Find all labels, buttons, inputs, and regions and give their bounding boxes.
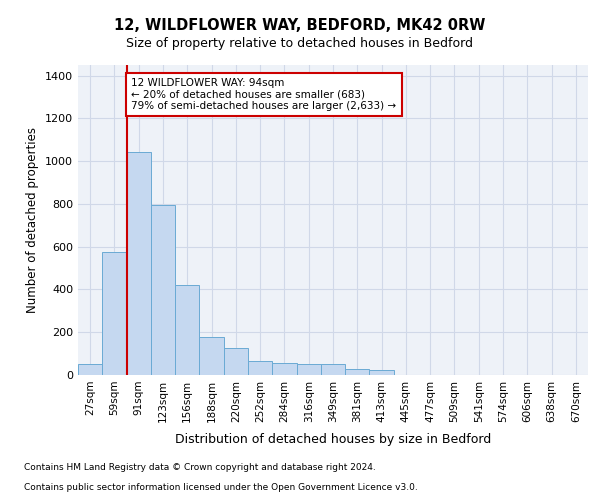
Bar	[321, 364, 345, 375]
Bar	[272, 363, 296, 375]
Bar	[224, 348, 248, 375]
Bar	[78, 364, 102, 375]
Bar	[248, 361, 272, 375]
Bar	[345, 368, 370, 375]
Bar	[199, 336, 224, 375]
Text: 12, WILDFLOWER WAY, BEDFORD, MK42 0RW: 12, WILDFLOWER WAY, BEDFORD, MK42 0RW	[115, 18, 485, 32]
Text: Contains public sector information licensed under the Open Government Licence v3: Contains public sector information licen…	[24, 484, 418, 492]
Text: Size of property relative to detached houses in Bedford: Size of property relative to detached ho…	[127, 38, 473, 51]
Bar	[370, 370, 394, 375]
Y-axis label: Number of detached properties: Number of detached properties	[26, 127, 40, 313]
Bar	[175, 285, 199, 375]
Bar	[102, 252, 127, 375]
Bar	[127, 152, 151, 375]
X-axis label: Distribution of detached houses by size in Bedford: Distribution of detached houses by size …	[175, 433, 491, 446]
Bar	[296, 364, 321, 375]
Text: 12 WILDFLOWER WAY: 94sqm
← 20% of detached houses are smaller (683)
79% of semi-: 12 WILDFLOWER WAY: 94sqm ← 20% of detach…	[131, 78, 397, 111]
Text: Contains HM Land Registry data © Crown copyright and database right 2024.: Contains HM Land Registry data © Crown c…	[24, 464, 376, 472]
Bar	[151, 205, 175, 375]
